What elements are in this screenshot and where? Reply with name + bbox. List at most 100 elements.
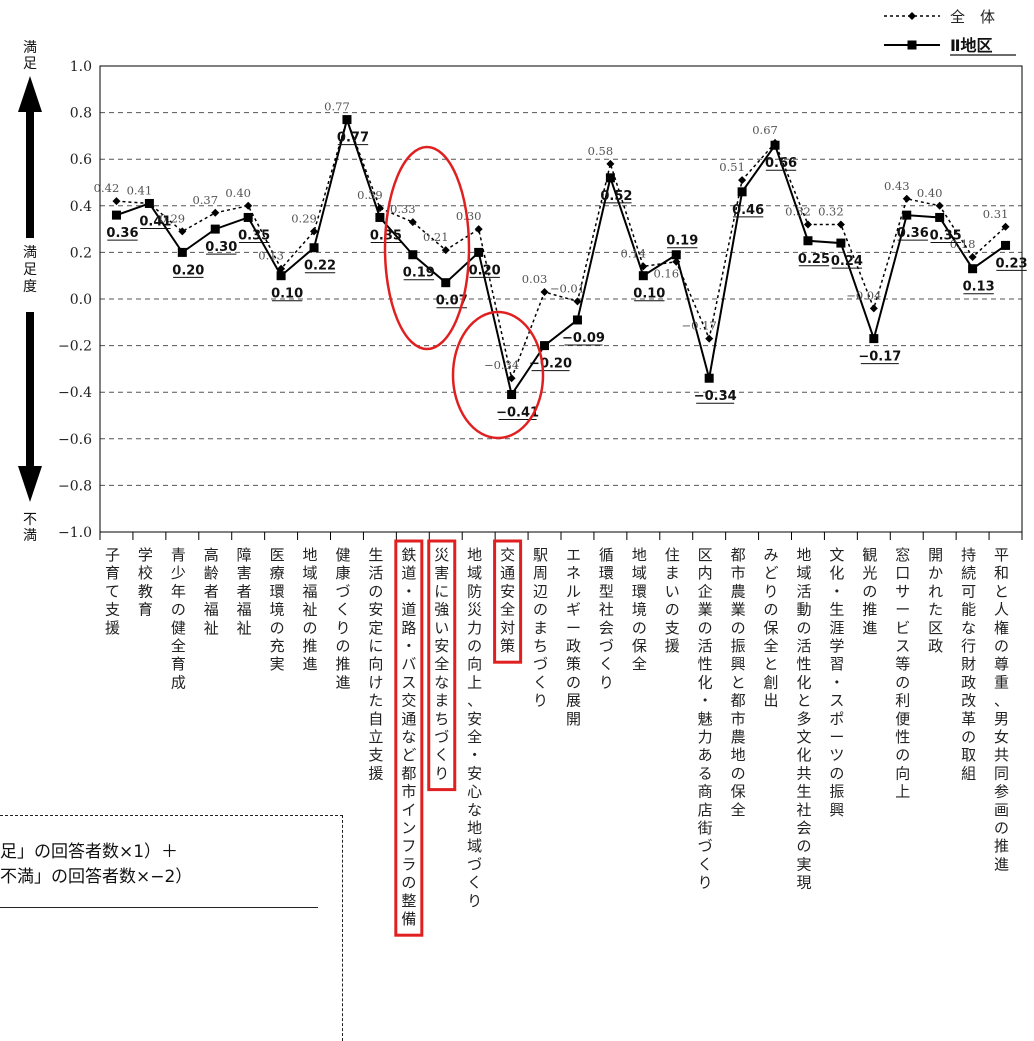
category-label: 市 — [731, 564, 746, 582]
labels-area-ii: 0.360.410.200.300.350.100.220.770.350.19… — [106, 131, 1027, 421]
category-label: 活 — [368, 564, 383, 582]
category-label: 化 — [829, 564, 844, 582]
category-label: の — [303, 619, 318, 637]
category-label: 路 — [401, 619, 416, 637]
arrow-up-icon — [18, 76, 42, 112]
category-label: 革 — [961, 710, 976, 728]
category-label: 開 — [928, 546, 943, 564]
category-label: 地 — [632, 546, 647, 564]
arrow-down-icon — [18, 466, 42, 502]
category-label: 整 — [401, 892, 416, 910]
series-area-label: 0.41 — [139, 214, 171, 229]
category-label: 可 — [961, 582, 976, 600]
series-area-point — [902, 211, 911, 220]
category-label: 齢 — [204, 564, 219, 582]
category-label: 対 — [500, 619, 515, 637]
satisfaction-side-axis: 満足満足度不満 — [18, 40, 42, 544]
series-all-point — [936, 202, 944, 210]
category-label: 共 — [994, 746, 1009, 764]
category-label: 企 — [698, 582, 713, 600]
category-label: 街 — [698, 819, 713, 837]
category-label: く — [599, 655, 614, 673]
series-area-label: 0.20 — [172, 263, 204, 278]
category-label: 全 — [731, 801, 746, 819]
series-all-label: −0.34 — [484, 358, 519, 372]
series-area-point — [705, 374, 714, 383]
category-label: 利 — [895, 692, 910, 710]
series-area-label: 0.35 — [238, 228, 270, 243]
category-label: ち — [434, 710, 449, 728]
category-label: 防 — [467, 582, 482, 600]
series-area-point — [803, 236, 812, 245]
category-label: り — [434, 764, 449, 782]
category-label: 年 — [171, 582, 186, 600]
category-label: 全 — [171, 637, 186, 655]
category-label: 害 — [237, 564, 252, 582]
category-label: 振 — [829, 783, 844, 801]
category-label: づ — [698, 837, 713, 855]
series-area-point — [244, 213, 253, 222]
category-label: 都 — [731, 546, 746, 564]
series-area-point — [869, 334, 878, 343]
category-label: 進 — [335, 673, 350, 691]
series-area-label: 0.24 — [831, 254, 863, 269]
category-label: 学 — [138, 546, 153, 564]
category-label: の — [566, 673, 581, 691]
highlight-ellipse — [385, 147, 469, 349]
category-label: づ — [533, 655, 548, 673]
category-label: 都 — [401, 764, 416, 782]
category-label: 政 — [961, 673, 976, 691]
series-all-label: 0.29 — [291, 211, 317, 225]
series-area-point — [639, 271, 648, 280]
category-label: 等 — [895, 655, 910, 673]
y-tick-label: −0.4 — [58, 385, 92, 401]
category-label: 祉 — [204, 619, 219, 637]
series-all-point — [409, 218, 417, 226]
series-all-label: 0.58 — [588, 144, 614, 158]
series-all-label: 0.51 — [719, 160, 745, 174]
category-label: い — [665, 582, 680, 600]
category-label: 者 — [204, 582, 219, 600]
y-tick-label: 0.4 — [70, 199, 92, 215]
category-label: 子 — [105, 546, 120, 564]
series-all-label: 0.03 — [522, 272, 548, 286]
category-label: 高 — [204, 546, 219, 564]
category-label: 祉 — [303, 601, 318, 619]
category-label: 充 — [270, 637, 285, 655]
series-area-point — [738, 187, 747, 196]
series-all-label: 0.16 — [653, 267, 679, 281]
series-all-point — [211, 209, 219, 217]
category-label: 向 — [895, 764, 910, 782]
category-label: く — [698, 855, 713, 873]
category-label: の — [829, 764, 844, 782]
category-label: 同 — [994, 764, 1009, 782]
legend: 全 体 Ⅱ地区 — [884, 8, 1016, 55]
series-area-label: 0.19 — [403, 266, 435, 281]
category-label: の — [796, 619, 811, 637]
category-label: 展 — [566, 692, 581, 710]
y-tick-label: −0.6 — [58, 432, 92, 448]
category-label: 域 — [467, 564, 482, 582]
category-label: 多 — [796, 710, 811, 728]
category-label: 療 — [270, 564, 285, 582]
category-label: エ — [566, 546, 581, 564]
category-label: の — [961, 728, 976, 746]
category-label: 福 — [303, 582, 318, 600]
category-label: 会 — [599, 619, 614, 637]
series-area-label: 0.20 — [469, 263, 501, 278]
category-label: た — [928, 601, 943, 619]
category-label: 人 — [994, 601, 1009, 619]
category-label: 交 — [500, 546, 515, 564]
category-label: 強 — [434, 601, 449, 619]
series-all-point — [903, 195, 911, 203]
category-label: 店 — [698, 801, 713, 819]
category-label: 立 — [368, 728, 383, 746]
category-label: 健 — [171, 619, 186, 637]
category-label: の — [698, 619, 713, 637]
category-label: 全 — [467, 728, 482, 746]
side-label-middle: 満 — [23, 245, 37, 261]
category-label: 安 — [467, 710, 482, 728]
side-label-bottom: 満 — [23, 528, 37, 544]
category-label: 安 — [434, 637, 449, 655]
category-label: づ — [599, 637, 614, 655]
